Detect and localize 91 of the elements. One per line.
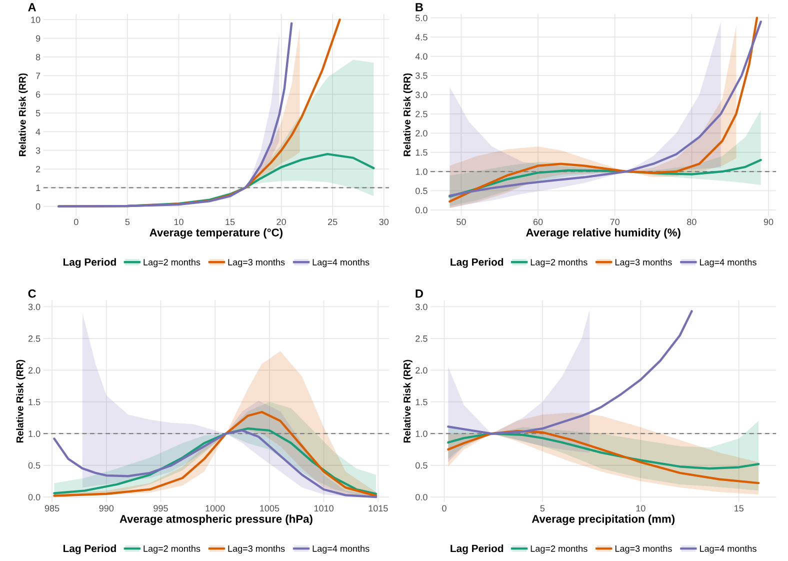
legend-label: Lag=4 months (700, 258, 756, 268)
y-tick-label: 1.5 (416, 149, 428, 156)
x-tick-label: 5 (540, 505, 545, 512)
x-tick-label: 985 (44, 505, 60, 512)
y-axis-title: Relative Risk (RR) (18, 73, 28, 156)
y-tick-label: 0.5 (28, 462, 40, 469)
x-tick-label: 60 (533, 218, 543, 226)
y-tick-label: 3.0 (416, 304, 428, 310)
y-tick-label: 3.5 (416, 72, 428, 79)
y-tick-label: 2 (36, 166, 40, 172)
chart-title: B (416, 3, 423, 12)
x-tick-label: 25 (328, 218, 338, 226)
x-tick-label: 1010 (314, 505, 334, 512)
y-tick-label: 7 (36, 72, 40, 79)
x-axis-title: Average temperature (°C) (150, 228, 282, 239)
x-axis-title: Average relative humidity (%) (526, 228, 680, 239)
x-tick-label: 990 (99, 505, 114, 512)
x-tick-label: 1005 (260, 505, 280, 512)
x-tick-label: 0 (442, 505, 446, 512)
y-tick-label: 1.0 (416, 168, 428, 175)
legend-label: Lag=4 months (700, 545, 756, 554)
line-series (447, 310, 693, 435)
x-tick-label: 5 (125, 218, 130, 226)
legend-label: Lag=3 months (228, 545, 285, 554)
y-axis-title: Relative Risk (RR) (403, 360, 412, 442)
y-axis-title: Relative Risk (RR) (16, 360, 26, 442)
y-tick-label: 1.0 (416, 430, 428, 437)
x-axis-title: Average precipitation (mm) (532, 514, 675, 526)
legend-title: Lag Period (450, 544, 504, 554)
y-tick-label: 9 (36, 35, 40, 42)
y-tick-label: 1.0 (28, 430, 40, 437)
chart-title: D (416, 290, 423, 298)
y-tick-label: 0.0 (416, 494, 428, 500)
legend-title: Lag Period (63, 544, 116, 554)
legend-title: Lag Period (450, 258, 504, 268)
y-tick-label: 3.0 (28, 304, 40, 310)
legend-label: Lag=2 months (144, 545, 200, 554)
x-tick-label: 90 (764, 218, 774, 226)
x-tick-label: 1000 (206, 505, 225, 512)
y-tick-label: 6 (36, 91, 40, 98)
y-tick-label: 5 (36, 110, 40, 116)
y-tick-label: 10 (31, 16, 40, 23)
y-tick-label: 2.5 (416, 110, 428, 118)
legend-label: Lag=2 months (530, 545, 588, 554)
y-tick-label: 3.0 (416, 92, 428, 98)
y-tick-label: 2.0 (28, 367, 40, 374)
y-tick-label: 4.0 (415, 53, 428, 60)
chart-title: C (28, 289, 36, 298)
legend-label: Lag=3 months (615, 545, 672, 554)
y-tick-label: 2.5 (416, 335, 428, 342)
legend-title: Lag Period (63, 258, 116, 268)
y-tick-label: 5.0 (416, 14, 428, 22)
y-tick-label: 0.5 (416, 462, 428, 469)
x-tick-label: 15 (226, 218, 235, 226)
x-tick-label: 20 (276, 218, 286, 226)
chart-title: A (28, 3, 36, 12)
y-tick-label: 2.0 (416, 367, 428, 374)
y-tick-label: 1 (36, 184, 40, 191)
x-tick-label: 80 (687, 218, 696, 226)
y-tick-label: 0.0 (28, 494, 40, 500)
legend-label: Lag=3 months (615, 258, 672, 268)
x-tick-label: 10 (636, 505, 646, 512)
x-axis-title: Average atmospheric pressure (hPa) (120, 514, 312, 526)
y-tick-label: 1.5 (416, 398, 428, 406)
line-series (447, 432, 760, 470)
line-series (448, 158, 762, 198)
x-tick-label: 70 (610, 218, 620, 226)
y-tick-label: 0.0 (416, 206, 428, 214)
legend-label: Lag=3 months (228, 258, 285, 268)
y-axis-title: Relative Risk (RR) (403, 73, 412, 156)
x-tick-label: 50 (456, 218, 466, 226)
y-tick-label: 4 (36, 128, 40, 135)
legend-label: Lag=2 months (530, 258, 588, 268)
legend-label: Lag=4 months (312, 545, 370, 554)
x-tick-label: 995 (154, 505, 168, 512)
x-tick-label: 1015 (368, 505, 388, 512)
y-tick-label: 2.0 (416, 130, 428, 136)
y-tick-label: 3 (36, 147, 40, 154)
y-tick-label: 2.5 (28, 335, 40, 342)
legend-label: Lag=2 months (144, 258, 200, 268)
line-series (447, 430, 760, 484)
legend-label: Lag=4 months (312, 258, 370, 268)
y-tick-label: 0.5 (416, 188, 428, 194)
y-tick-label: 0 (36, 203, 40, 210)
x-tick-label: 30 (379, 218, 389, 226)
x-tick-label: 10 (174, 218, 184, 226)
y-tick-label: 8 (36, 54, 40, 60)
x-tick-label: 15 (734, 505, 744, 512)
y-tick-label: 4.5 (415, 34, 428, 40)
y-tick-label: 1.5 (28, 398, 40, 406)
x-tick-label: 0 (74, 218, 78, 226)
